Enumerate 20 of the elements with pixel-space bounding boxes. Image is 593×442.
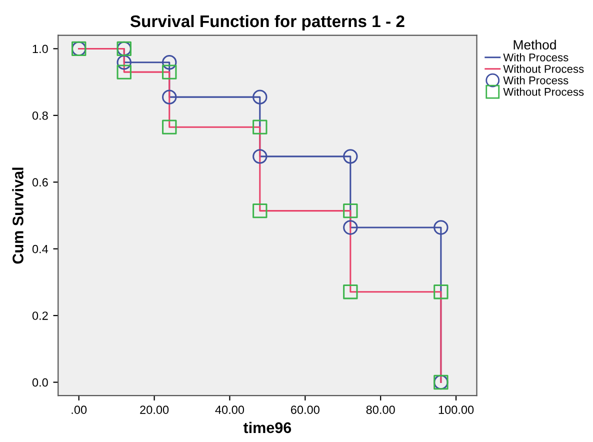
x-tick-label: 60.00 (290, 406, 320, 414)
legend-title: Method (514, 40, 556, 50)
chart-title: Survival Function for patterns 1 - 2 (130, 14, 404, 30)
legend-label: With Process (503, 76, 568, 84)
y-tick-label: 0.2 (32, 312, 48, 320)
x-tick-label: 20.00 (140, 406, 169, 414)
x-tick-label: 100.00 (438, 406, 474, 414)
y-axis-title: Cum Survival (12, 168, 24, 264)
y-tick-label: 0.0 (32, 378, 48, 387)
x-tick-label: 80.00 (366, 406, 395, 414)
x-tick-label: 40.00 (215, 406, 244, 414)
y-tick-label: 0.6 (32, 178, 48, 187)
x-tick-label: .00 (72, 406, 87, 414)
x-axis-title: time96 (243, 422, 292, 434)
legend-label: Without Process (503, 88, 584, 96)
y-tick-label: 0.8 (32, 111, 48, 120)
legend-label: With Process (503, 53, 568, 62)
y-tick-label: 1.0 (32, 44, 48, 54)
legend-label: Without Process (503, 64, 584, 73)
y-tick-label: 0.4 (32, 244, 48, 254)
